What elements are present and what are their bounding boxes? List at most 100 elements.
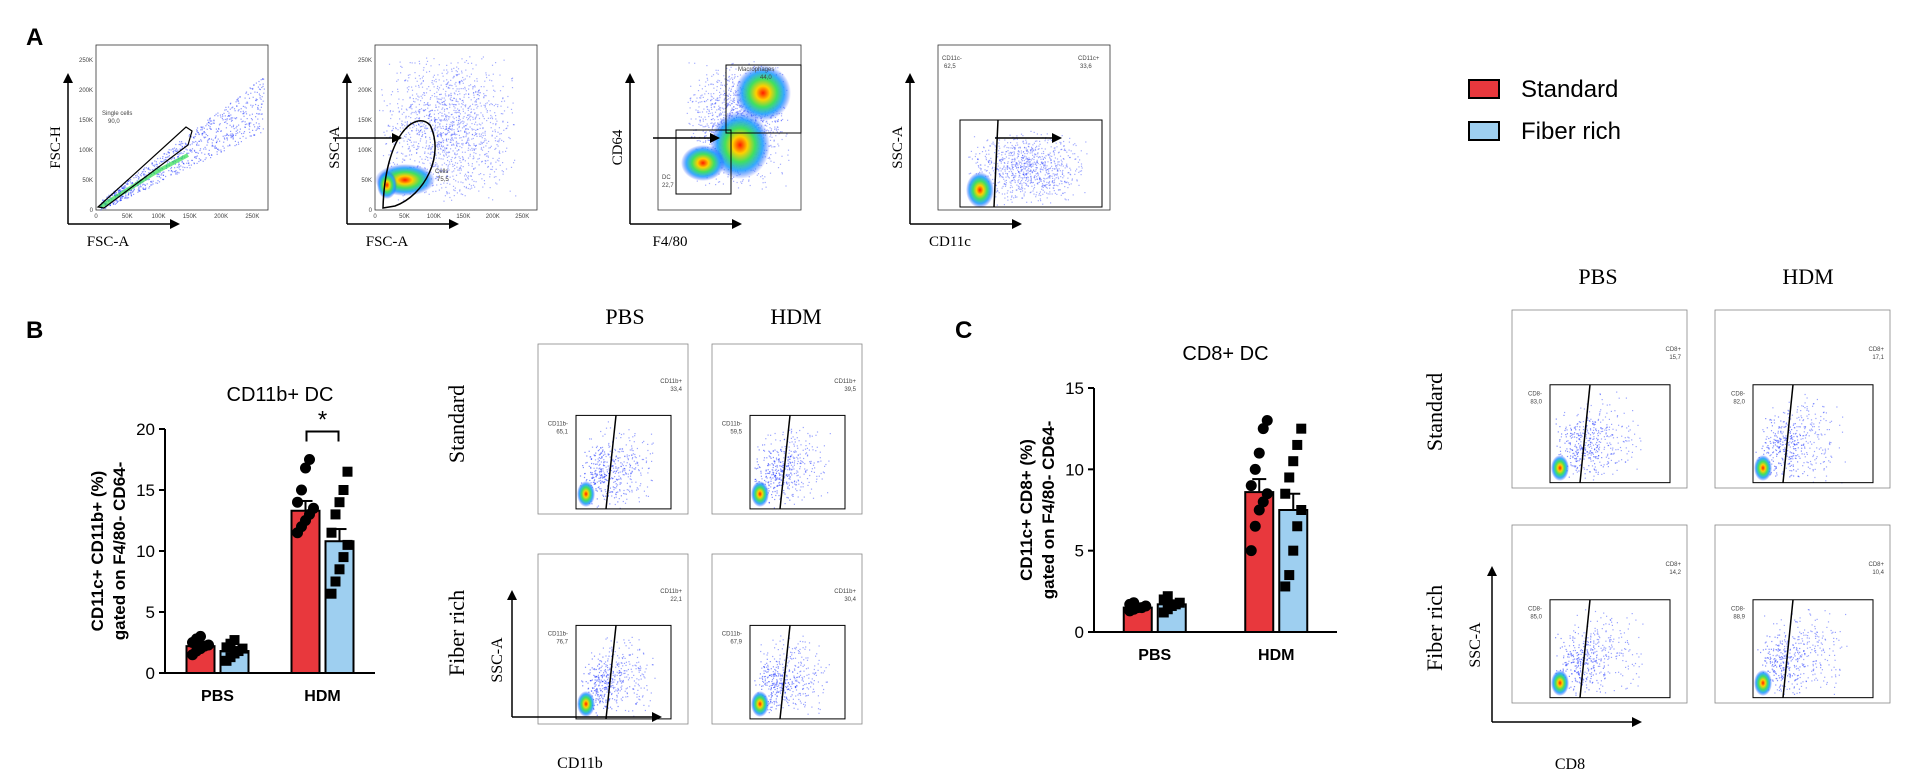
event-dot xyxy=(1038,145,1040,147)
event-dot xyxy=(406,87,408,89)
event-dot xyxy=(439,153,441,155)
event-dot xyxy=(392,162,394,164)
event-dot xyxy=(1021,197,1024,199)
event-dot xyxy=(976,161,979,163)
event-dot xyxy=(1060,194,1062,196)
event-dot xyxy=(450,114,452,116)
event-dot xyxy=(422,109,424,111)
event-dot xyxy=(1021,165,1023,168)
event-dot xyxy=(777,143,779,145)
event-dot xyxy=(250,118,253,120)
event-dot xyxy=(453,67,455,69)
event-dot xyxy=(626,489,628,491)
event-dot xyxy=(480,112,482,114)
event-dot xyxy=(1057,152,1060,154)
event-dot xyxy=(434,117,436,119)
event-dot xyxy=(1056,158,1059,160)
event-dot xyxy=(1006,151,1008,153)
event-dot xyxy=(728,98,730,100)
event-dot xyxy=(156,165,158,167)
event-dot xyxy=(712,114,714,116)
event-dot xyxy=(421,86,424,88)
event-dot xyxy=(156,163,158,166)
event-dot xyxy=(1037,152,1039,154)
event-dot xyxy=(736,181,738,184)
event-dot xyxy=(473,168,475,170)
event-dot xyxy=(428,148,430,150)
event-dot xyxy=(211,145,213,147)
event-dot xyxy=(1033,170,1036,172)
event-dot xyxy=(615,496,617,498)
event-dot xyxy=(475,91,477,93)
event-dot xyxy=(203,137,206,139)
event-dot xyxy=(1032,164,1034,166)
event-dot xyxy=(435,118,437,120)
event-dot xyxy=(1020,168,1023,170)
event-dot xyxy=(1009,181,1011,183)
event-dot xyxy=(405,117,407,119)
event-dot xyxy=(494,140,497,142)
event-dot xyxy=(474,101,476,103)
event-dot xyxy=(474,117,477,119)
event-dot xyxy=(620,482,622,484)
event-dot xyxy=(389,162,391,164)
event-dot xyxy=(255,116,257,118)
event-dot xyxy=(987,160,989,162)
event-dot xyxy=(1027,185,1029,187)
event-dot xyxy=(1041,163,1043,165)
event-dot xyxy=(237,100,239,102)
event-dot xyxy=(996,168,998,170)
event-dot xyxy=(431,109,433,111)
event-dot xyxy=(999,174,1001,176)
event-dot xyxy=(642,458,645,461)
event-dot xyxy=(226,119,228,121)
event-dot xyxy=(474,167,476,169)
event-dot xyxy=(241,133,243,135)
event-dot xyxy=(418,109,420,111)
event-dot xyxy=(1015,164,1017,166)
event-dot xyxy=(1005,182,1007,184)
event-dot xyxy=(1013,158,1015,160)
event-dot xyxy=(220,130,222,132)
event-dot xyxy=(448,151,451,153)
event-dot xyxy=(1072,153,1074,155)
event-dot xyxy=(732,98,734,100)
event-dot xyxy=(495,182,497,184)
event-dot xyxy=(437,130,439,132)
event-dot xyxy=(259,88,261,91)
event-dot xyxy=(997,182,999,184)
event-dot xyxy=(1024,146,1026,148)
event-dot xyxy=(413,144,415,146)
event-dot xyxy=(435,104,437,106)
event-dot xyxy=(148,178,150,180)
event-dot xyxy=(705,118,707,121)
event-dot xyxy=(415,85,417,87)
event-dot xyxy=(142,187,144,189)
event-dot xyxy=(728,76,730,78)
event-dot xyxy=(1008,171,1010,173)
event-dot xyxy=(776,131,778,133)
event-dot xyxy=(1012,172,1014,174)
event-dot xyxy=(711,75,713,77)
event-dot xyxy=(726,99,728,101)
event-dot xyxy=(608,444,610,446)
event-dot xyxy=(1062,173,1064,175)
tick-label: 0 xyxy=(369,208,373,214)
event-dot xyxy=(437,122,439,124)
event-dot xyxy=(446,108,448,110)
event-dot xyxy=(705,131,707,133)
event-dot xyxy=(425,92,428,94)
event-dot xyxy=(1027,159,1030,161)
event-dot xyxy=(486,142,488,144)
event-dot xyxy=(1033,161,1035,163)
event-dot xyxy=(435,162,437,164)
plot-frame xyxy=(537,343,689,515)
event-dot xyxy=(629,449,631,451)
event-dot xyxy=(704,93,706,95)
event-dot xyxy=(787,154,789,156)
event-dot xyxy=(1030,170,1032,172)
event-dot xyxy=(512,124,515,126)
event-dot xyxy=(445,186,447,188)
event-dot xyxy=(260,98,262,100)
event-dot xyxy=(616,484,619,486)
